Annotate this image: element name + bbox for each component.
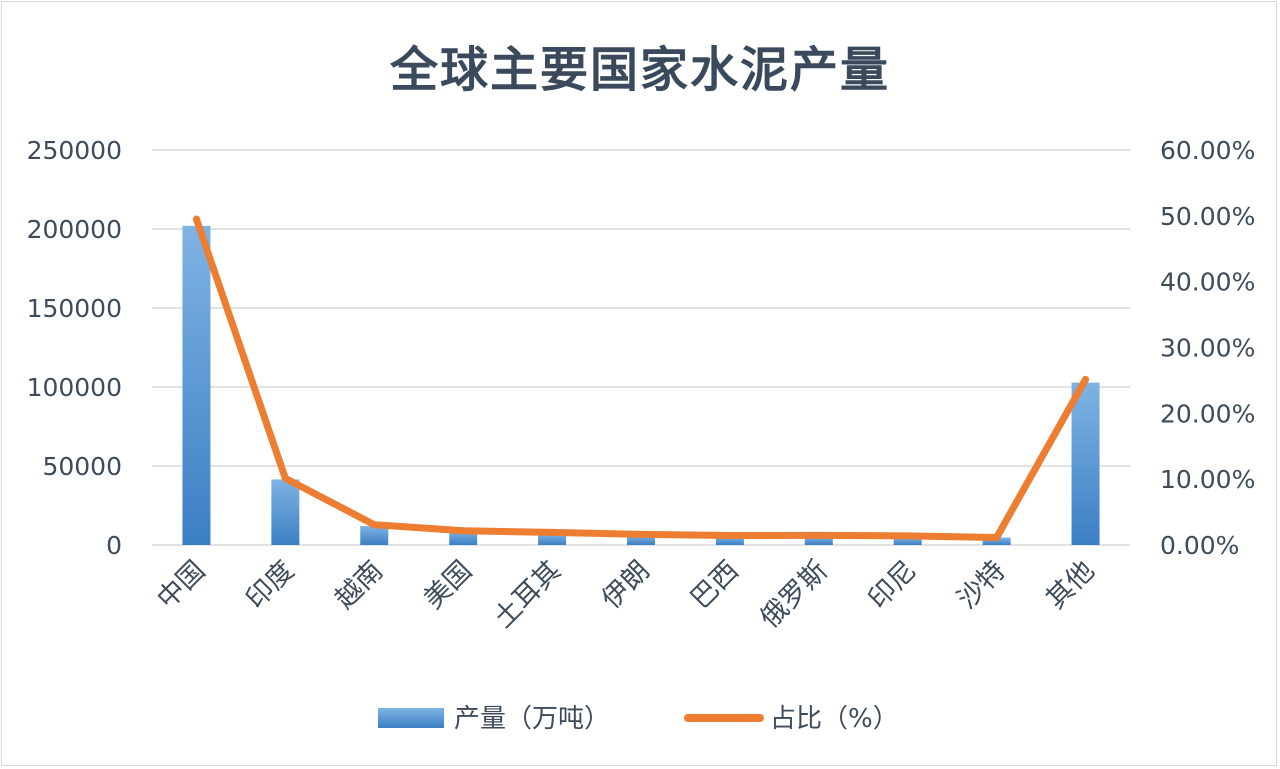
bar-6: [627, 535, 655, 545]
bar-7: [715, 536, 744, 545]
bar-5: [538, 533, 567, 545]
line-point-5: [548, 528, 556, 536]
y-right-tick-label: 50.00%: [1160, 202, 1255, 231]
line-point-8: [815, 531, 823, 539]
line-point-2: [281, 474, 289, 482]
bar-3: [360, 526, 389, 545]
x-tick-label: 俄罗斯: [755, 555, 834, 634]
x-tick-label: 伊朗: [596, 555, 656, 615]
x-axis-ticks: 中国 印度 越南 美国 土耳其 伊朗 巴西 俄罗斯 印尼 沙特 其他: [151, 555, 1100, 634]
left-axis-ticks: 250000 200000 150000 100000 50000 0: [27, 136, 122, 560]
x-tick-label: 印尼: [863, 555, 923, 615]
y-left-tick-label: 250000: [27, 136, 122, 165]
x-tick-label: 中国: [151, 555, 211, 615]
x-tick-label: 沙特: [951, 555, 1011, 615]
line-point-1: [192, 215, 200, 223]
x-tick-label: 越南: [329, 555, 389, 615]
legend-line-label: 占比（%）: [770, 704, 899, 734]
legend-bar-swatch: [378, 708, 444, 728]
y-left-tick-label: 200000: [27, 215, 122, 244]
y-right-tick-label: 10.00%: [1160, 465, 1255, 494]
bar-2: [271, 479, 300, 545]
line-point-6: [637, 530, 645, 538]
line-series: [192, 215, 1090, 541]
y-right-tick-label: 20.00%: [1160, 399, 1255, 428]
y-right-tick-label: 40.00%: [1160, 268, 1255, 297]
y-left-tick-label: 50000: [42, 452, 122, 481]
bar-1: [182, 225, 211, 545]
bar-4: [449, 530, 478, 545]
bar-8: [804, 536, 833, 545]
y-left-tick-label: 100000: [27, 373, 122, 402]
line-point-9: [904, 532, 912, 540]
chart-title: 全球主要国家水泥产量: [389, 42, 890, 98]
bar-series: [182, 225, 1100, 545]
bar-10: [982, 537, 1011, 545]
x-tick-label: 巴西: [685, 555, 745, 615]
y-right-tick-label: 0.00%: [1160, 531, 1239, 560]
x-tick-label: 印度: [240, 555, 300, 615]
y-right-tick-label: 60.00%: [1160, 136, 1255, 165]
line-point-7: [726, 532, 734, 540]
line-point-10: [993, 533, 1001, 541]
line-point-3: [370, 521, 378, 529]
y-left-tick-label: 150000: [27, 294, 122, 323]
legend-bar-label: 产量（万吨）: [454, 704, 610, 734]
bar-11: [1071, 382, 1100, 545]
share-line: [192, 215, 1090, 541]
y-right-tick-label: 30.00%: [1160, 334, 1255, 363]
x-tick-label: 其他: [1040, 555, 1100, 615]
right-axis-ticks: 60.00% 50.00% 40.00% 30.00% 20.00% 10.00% 0.00…: [1160, 136, 1255, 560]
legend: 产量（万吨） 占比（%）: [378, 704, 899, 734]
x-tick-label: 土耳其: [488, 555, 567, 634]
x-tick-label: 美国: [418, 555, 478, 615]
line-point-11: [1082, 375, 1090, 383]
line-point-4: [459, 527, 467, 535]
y-left-tick-label: 0: [106, 531, 122, 560]
bar-9: [893, 537, 922, 545]
